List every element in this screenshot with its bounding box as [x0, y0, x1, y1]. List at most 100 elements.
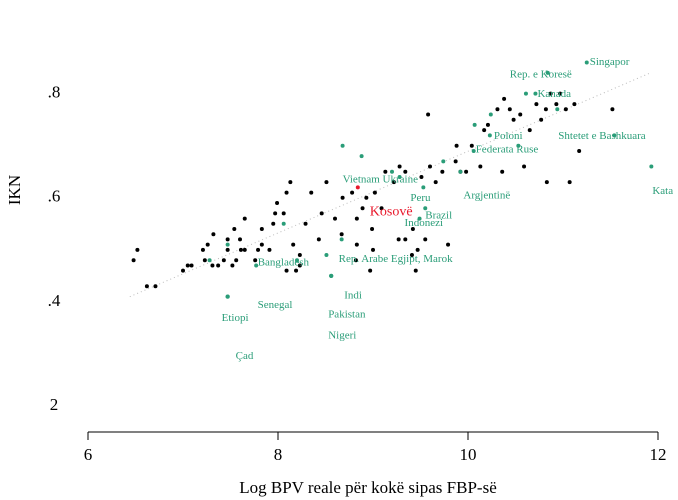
- point-label: Pakistan: [328, 308, 366, 320]
- point-label: Argjentinë: [463, 189, 510, 201]
- point: [207, 258, 212, 263]
- y-tick-label: .8: [48, 83, 61, 102]
- point: [441, 159, 446, 164]
- point: [527, 128, 532, 133]
- point: [131, 258, 136, 263]
- point: [225, 242, 230, 247]
- point: [340, 143, 345, 148]
- point: [500, 169, 505, 174]
- point: [379, 206, 384, 211]
- point: [458, 169, 463, 174]
- point: [354, 242, 359, 247]
- point: [340, 195, 345, 200]
- point: [210, 263, 215, 268]
- point: [291, 242, 296, 247]
- point: [359, 154, 364, 159]
- point: [577, 148, 582, 153]
- point: [202, 258, 207, 263]
- point-label: Bangladesh: [258, 256, 310, 268]
- point: [185, 263, 190, 268]
- point: [421, 185, 426, 190]
- point: [254, 263, 259, 268]
- point: [271, 221, 276, 226]
- point: [428, 164, 432, 169]
- point-label: Çad: [236, 350, 254, 362]
- point: [516, 143, 521, 148]
- point: [256, 247, 261, 252]
- x-tick-label: 10: [460, 445, 477, 464]
- point: [567, 180, 572, 185]
- point-label: Kosovë: [370, 205, 413, 220]
- point: [478, 164, 483, 169]
- point: [440, 169, 445, 174]
- point: [423, 237, 428, 242]
- point: [211, 232, 216, 237]
- point: [234, 258, 239, 263]
- point: [397, 164, 402, 169]
- point: [522, 164, 527, 169]
- point: [238, 237, 242, 242]
- point: [230, 263, 235, 268]
- point: [471, 148, 476, 153]
- point: [495, 107, 500, 112]
- point: [518, 112, 523, 117]
- point: [390, 169, 394, 174]
- point: [370, 227, 375, 232]
- point: [353, 258, 358, 263]
- point: [572, 102, 577, 107]
- point: [297, 263, 302, 268]
- x-tick-label: 12: [650, 445, 667, 464]
- point: [225, 294, 230, 299]
- point-label: Poloni: [494, 130, 523, 142]
- point: [284, 190, 289, 195]
- point: [181, 268, 185, 273]
- point: [350, 190, 355, 195]
- fit-line: [129, 72, 651, 298]
- point: [371, 247, 375, 252]
- point: [295, 258, 299, 263]
- point: [242, 247, 247, 252]
- point: [413, 268, 418, 273]
- y-tick-label: .4: [48, 291, 61, 310]
- point: [360, 206, 365, 211]
- point: [259, 242, 264, 247]
- point: [469, 143, 474, 148]
- point: [554, 102, 559, 107]
- point: [563, 107, 568, 112]
- point: [383, 169, 388, 174]
- point-label: Rep. e Koresë: [510, 68, 572, 80]
- point: [397, 174, 402, 179]
- point: [324, 253, 329, 258]
- point: [415, 247, 420, 252]
- point-label: Kanada: [537, 88, 571, 100]
- point: [303, 221, 308, 226]
- point: [273, 211, 278, 216]
- point: [511, 117, 516, 122]
- point: [153, 284, 158, 289]
- point-label: Brazil: [425, 210, 452, 222]
- point: [284, 268, 289, 273]
- point: [200, 247, 205, 252]
- point: [426, 112, 431, 117]
- point: [232, 227, 237, 232]
- point: [259, 227, 264, 232]
- point-label: Indonezi: [405, 217, 443, 229]
- point: [558, 91, 563, 96]
- point: [403, 169, 408, 174]
- point: [417, 216, 422, 221]
- point: [281, 211, 286, 216]
- point: [364, 195, 369, 200]
- point: [396, 237, 401, 242]
- point-label: Peru: [410, 192, 431, 204]
- point: [403, 237, 408, 242]
- point: [267, 247, 272, 252]
- point: [368, 268, 373, 273]
- point: [324, 180, 329, 185]
- point-label: Etiopi: [222, 312, 249, 324]
- point: [253, 258, 258, 263]
- point-label: Senegal: [258, 299, 293, 311]
- point-label: Rep. Arabe Egjipt, Marok: [339, 253, 453, 265]
- point: [487, 133, 492, 138]
- point: [539, 117, 544, 122]
- point: [309, 190, 314, 195]
